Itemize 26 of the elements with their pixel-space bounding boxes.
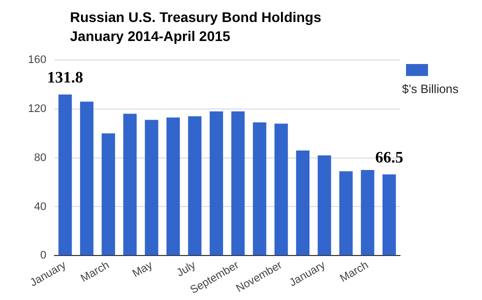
- bar: [210, 111, 224, 256]
- x-tick-label: May: [130, 258, 156, 280]
- legend-label: $’s Billions: [402, 82, 458, 96]
- data-label: 131.8: [47, 70, 84, 87]
- bar: [123, 114, 137, 256]
- data-label: 66.5: [375, 149, 404, 166]
- y-tick-label: 80: [34, 152, 46, 164]
- bar: [382, 174, 396, 256]
- bar: [339, 171, 353, 256]
- y-tick-label: 0: [40, 250, 46, 262]
- bar: [80, 102, 94, 256]
- bar: [166, 117, 180, 256]
- y-tick-label: 40: [34, 200, 46, 213]
- bar: [188, 116, 202, 256]
- y-tick-label: 160: [28, 54, 46, 66]
- bar: [58, 94, 72, 256]
- bar: [318, 155, 332, 256]
- bar: [144, 120, 158, 256]
- bar: [252, 122, 266, 256]
- chart-title: Russian U.S. Treasury Bond Holdings January 2014-April 2015: [70, 8, 322, 46]
- y-tick-label: 120: [28, 102, 46, 115]
- bar: [231, 111, 245, 256]
- bar: [360, 170, 374, 256]
- bar: [102, 133, 116, 256]
- bar: [296, 150, 310, 256]
- bar: [274, 124, 288, 256]
